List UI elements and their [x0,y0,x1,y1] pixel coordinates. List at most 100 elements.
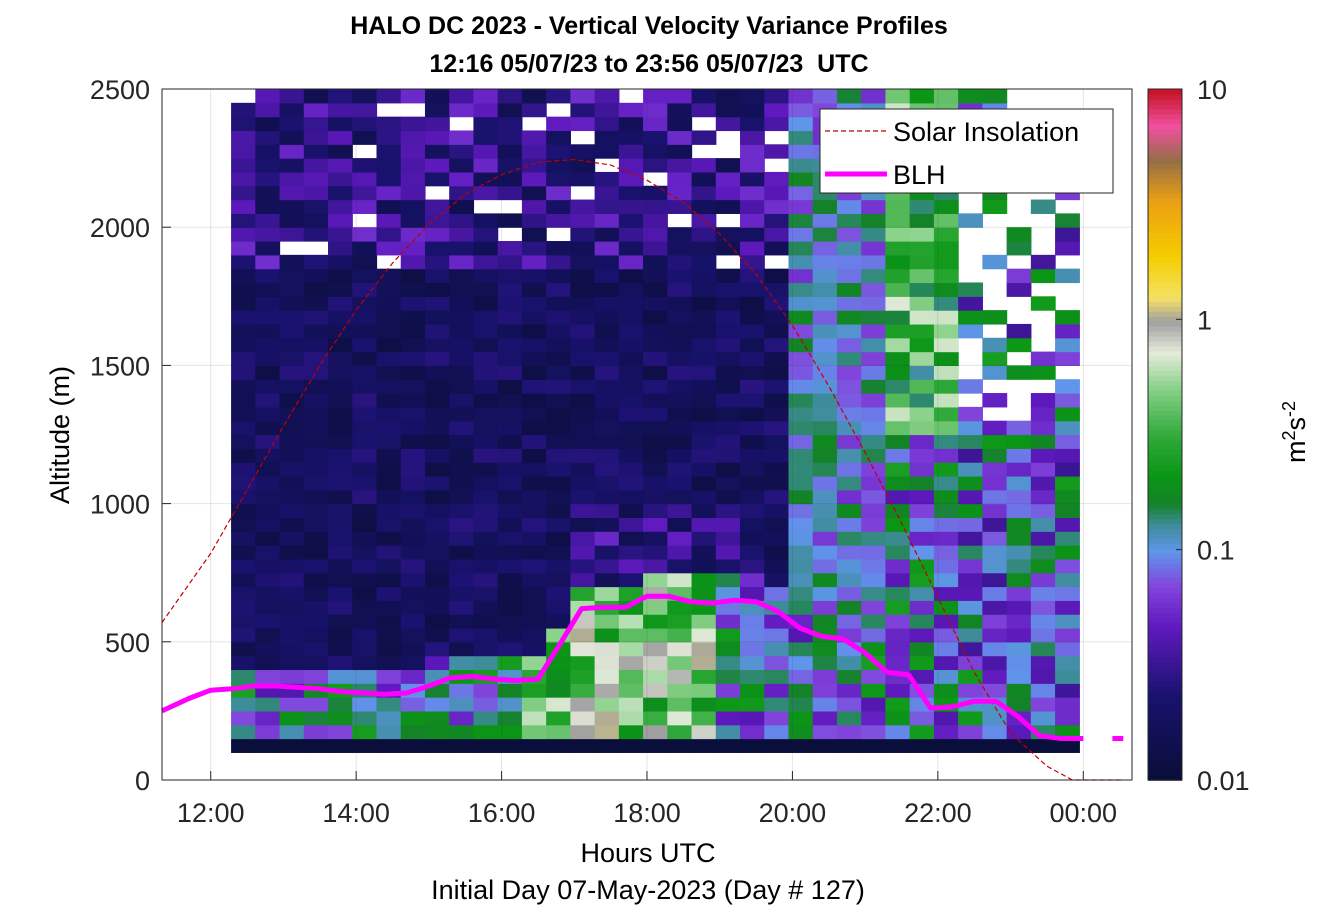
heatmap-cell [788,323,814,339]
heatmap-cell [594,683,620,698]
heatmap-cell [909,310,935,325]
heatmap-cell [788,185,814,201]
heatmap-cell [303,213,329,228]
heatmap-cell [231,337,256,353]
heatmap-cell [691,393,717,408]
heatmap-cell [715,420,741,436]
heatmap-cell [885,531,911,546]
heatmap-cell [1006,669,1032,684]
heatmap-cell [449,614,475,629]
heatmap-cell [909,641,935,657]
heatmap-cell [521,724,547,740]
heatmap-cell [231,365,256,380]
heatmap-cell [812,268,838,284]
heatmap-cell [715,227,741,242]
colorbar-step [1148,345,1182,352]
heatmap-cell [255,586,281,601]
colorbar-step [1148,197,1182,204]
heatmap-cell [1030,503,1056,519]
heatmap-cell [982,614,1008,629]
y-tick-label: 0 [135,766,150,796]
heatmap-cell [279,710,305,726]
heatmap-cell [376,337,402,353]
heatmap-cell [836,697,862,712]
heatmap-cell [667,558,693,574]
colorbar-step [1148,612,1182,618]
heatmap-cell [594,406,620,422]
heatmap-cell [788,462,814,477]
colorbar-step [1148,513,1182,520]
heatmap-cell [352,158,378,173]
heatmap-cell [279,697,305,712]
heatmap-cell [740,227,765,242]
heatmap-cell [328,545,353,560]
heatmap-cell [497,379,523,394]
heatmap-cell [231,171,256,187]
heatmap-cell [279,365,305,380]
heatmap-cell [715,282,741,297]
heatmap-cell [933,213,959,228]
heatmap-cell [740,351,765,366]
colorbar-step [1148,750,1182,757]
heatmap-cell [764,545,790,560]
heatmap-cell [982,641,1008,657]
heatmap-cell [400,489,426,505]
heatmap-cell [449,503,475,519]
heatmap-cell [328,517,353,532]
heatmap-cell [715,724,741,740]
colorbar-step [1148,577,1182,584]
heatmap-cell [376,710,402,726]
heatmap-cell [740,296,765,311]
heatmap-cell [812,393,838,408]
heatmap-cell [836,600,862,615]
heatmap-cell [328,531,353,546]
heatmap-cell [231,116,256,132]
heatmap-cell [982,738,1008,753]
heatmap-cell [667,738,693,753]
heatmap-cell [521,627,547,643]
colorbar-tick-label: 0.01 [1197,766,1250,796]
heatmap-cell [497,296,523,311]
heatmap-cell [643,227,668,242]
heatmap-cell [1030,365,1056,380]
heatmap-cell [1030,738,1056,753]
heatmap-cell [812,89,838,104]
heatmap-cell [788,254,814,270]
heatmap-cell [328,241,353,256]
heatmap-cell [1006,683,1032,698]
heatmap-cell [279,296,305,311]
heatmap-cell [303,310,329,325]
heatmap-cell [352,572,378,588]
heatmap-cell [1055,669,1080,684]
heatmap-cell [643,351,668,366]
heatmap-cell [812,710,838,726]
heatmap-cell [788,393,814,408]
heatmap-cell [885,282,911,297]
colorbar-label: m2s-2 [1279,401,1311,463]
heatmap-cell [1030,393,1056,408]
y-tick-label: 2000 [90,213,150,243]
heatmap-cell [933,627,959,643]
heatmap-cell [788,241,814,256]
heatmap-cell [352,268,378,284]
heatmap-cell [1006,489,1032,505]
heatmap-cell [715,296,741,311]
heatmap-cell [788,724,814,740]
heatmap-cell [255,545,281,560]
heatmap-cell [1055,323,1080,339]
heatmap-cell [861,697,887,712]
heatmap-cell [764,102,790,118]
heatmap-cell [303,130,329,145]
heatmap-cell [933,268,959,284]
heatmap-cell [1030,517,1056,532]
heatmap-cell [352,89,378,104]
heatmap-cell [328,655,353,671]
heatmap-cell [400,572,426,588]
heatmap-cell [303,254,329,270]
heatmap-cell [570,683,596,698]
colorbar-step [1148,607,1182,613]
heatmap-cell [255,406,281,422]
colorbar-step [1148,493,1182,500]
heatmap-cell [255,337,281,353]
heatmap-cell [594,434,620,449]
